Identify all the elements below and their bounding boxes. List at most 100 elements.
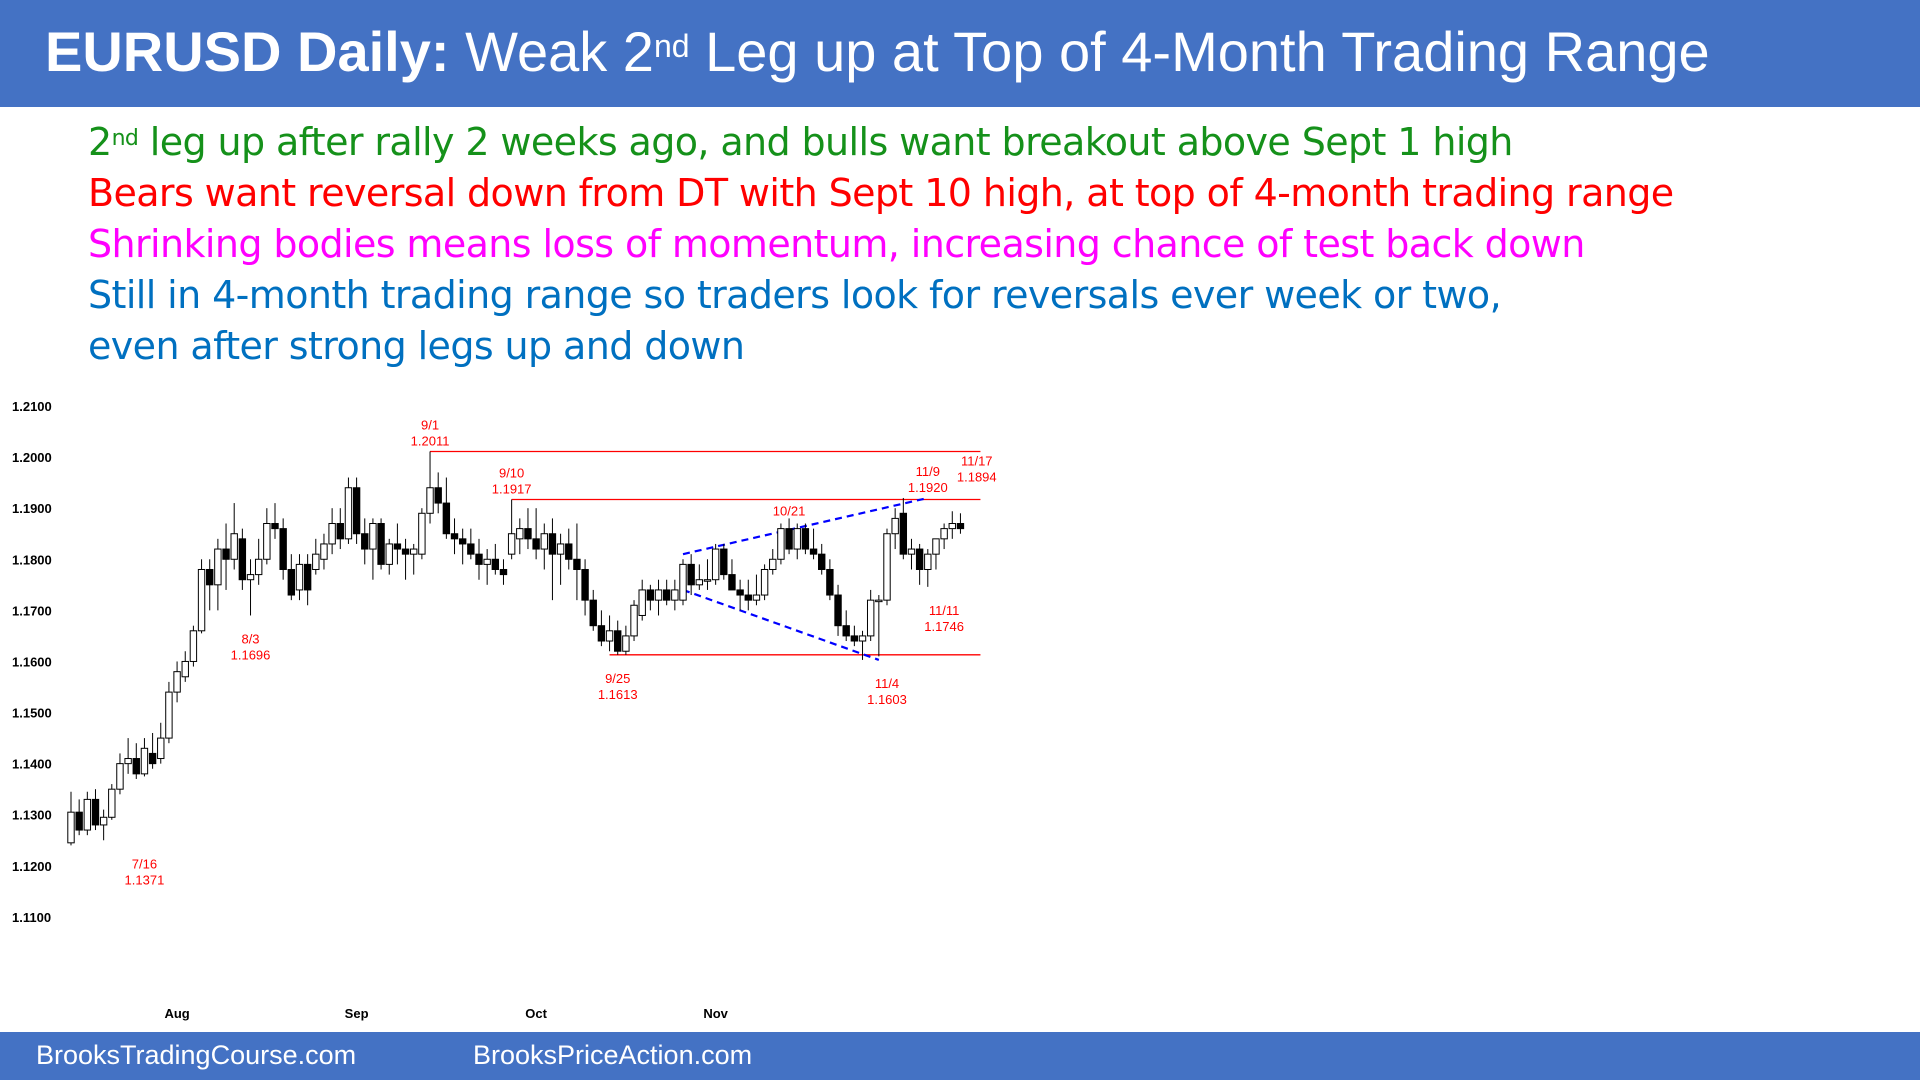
wedge-line [682,588,880,661]
candle-bear [491,558,500,570]
price-chart: 1.2100 1.2000 1.1900 1.1800 1.1700 1.1600 1.15… [12,399,997,1021]
title-bar: EURUSD Daily: Weak 2nd Leg up at Top of … [0,0,1920,107]
y-tick-label: 1.1800 [12,552,52,567]
candle-bull [418,512,426,555]
candle-bull [181,660,189,678]
candle-bear [361,533,369,550]
candle-bull [197,568,206,632]
candle-bull [924,553,932,570]
candle-bull [638,589,646,616]
candle-bear [238,538,247,581]
candle-bull [540,533,548,550]
x-tick-label: Sep [345,1006,369,1021]
candle-bull [328,523,336,545]
annotation-date: 7/16 [132,856,157,871]
candle-bull [679,563,687,601]
candle-bear [646,589,655,601]
candle-bull [769,558,777,570]
candle-bull [752,594,761,601]
candle-bear [91,798,100,826]
candle-bear [728,574,736,591]
y-tick-label: 1.1600 [12,654,52,669]
candle-bull [516,528,524,540]
candle-bull [556,543,565,555]
candle-bear [720,548,728,576]
candle-bear [442,502,451,535]
candle-bear [687,563,695,586]
candle-bull [108,788,116,818]
candle-bull [99,816,108,826]
candle-bull [671,589,679,601]
candle-bear [548,533,557,555]
candle-bear [206,568,214,586]
line-1-pre: 2 [88,120,112,164]
candle-bull [67,811,75,844]
y-tick-label: 1.1400 [12,757,52,772]
annotation-date: 9/10 [499,465,524,480]
candle-bear [573,558,581,570]
candle-bull [140,747,149,775]
candle-bull [760,568,769,596]
footer-left-site: BrooksTradingCourse.com [36,1040,357,1070]
footer-right-site: BrooksPriceAction.com [473,1040,753,1070]
candle-bull [124,758,132,765]
y-tick-label: 1.1200 [12,859,52,874]
line-2-text: Bears want reversal down from DT with Se… [88,171,1674,215]
candle-bear [826,568,834,596]
annotation-date: 9/25 [605,671,630,686]
candle-bear [352,487,361,535]
candle-bull [116,763,124,790]
annotation-date: 11/11 [929,603,960,618]
candle-bull [369,523,377,550]
annotation-date: 10/21 [773,504,806,519]
y-tick-label: 1.2100 [12,399,52,414]
annotation-value: 1.1696 [231,647,271,662]
candle-bear [132,758,140,775]
candle-bear [271,523,279,530]
annotation-value: 1.1613 [598,687,638,702]
slide-title: EURUSD Daily: Weak 2nd Leg up at Top of … [45,17,1710,87]
candle-bear [524,528,532,540]
candle-bear [785,528,793,550]
candle-bull [654,589,663,601]
candle-bear [336,523,344,540]
candle-bull [483,558,491,565]
candle-bull [858,635,867,642]
candle-bull [866,599,875,637]
candle-bear [75,811,83,831]
candle-bull [777,528,785,560]
candle-bear [434,487,442,504]
candle-bull [883,533,891,601]
candle-bull [605,630,614,642]
candle-bear [589,599,597,627]
candle-bull [157,737,165,760]
candle-bull [507,533,516,555]
candle-bear [287,568,296,596]
line-4-text: Still in 4-month trading range so trader… [88,273,1502,317]
title-symbol: EURUSD Daily: [45,20,450,83]
x-tick-label: Oct [525,1006,547,1021]
candle-bear [450,533,459,540]
candle-bull [875,599,883,603]
commentary-line-2: Bears want reversal down from DT with Se… [88,168,1674,219]
candle-bear [467,543,475,555]
candle-bull [891,517,899,535]
candle-bull [630,604,638,637]
candle-bull [940,528,948,540]
candle-bull [295,563,304,591]
line-5-text: even after strong legs up and down [88,324,745,368]
candle-bear [458,538,467,545]
candle-bull [932,538,940,555]
candle-bull [344,487,353,540]
candle-bear [744,594,752,601]
commentary-line-1: 2nd leg up after rally 2 weeks ago, and … [88,117,1674,168]
candle-bear [475,553,483,565]
line-1-text: leg up after rally 2 weeks ago, and bull… [138,120,1514,164]
candle-bull [173,671,181,693]
candle-bear [809,548,818,555]
candle-bull [907,548,916,555]
title-pre: Weak 2 [465,20,654,83]
candle-bull [703,579,712,582]
candle-bear [148,752,157,765]
candle-bull [230,533,238,560]
